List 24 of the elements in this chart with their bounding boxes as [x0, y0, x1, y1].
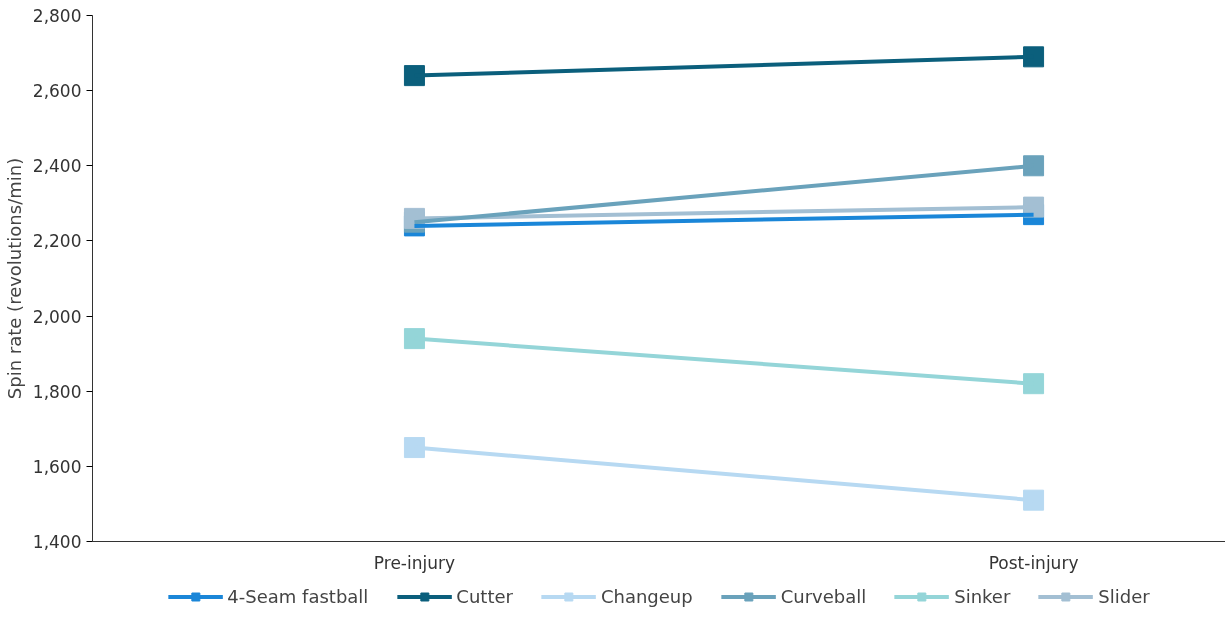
y-tick-label: 1,800 [32, 381, 82, 402]
point [403, 437, 425, 459]
point [1023, 373, 1045, 395]
legend-label: Curveball [780, 585, 867, 607]
y-axis-title: Spin rate (revolutions/min) [3, 157, 25, 400]
legend-label: 4-Seam fastball [227, 585, 369, 607]
point [1023, 489, 1045, 511]
legend-label: Slider [1098, 585, 1150, 607]
y-tick-label: 2,800 [32, 6, 82, 26]
y-tick-label: 2,200 [32, 231, 82, 252]
legend-label: Changeup [600, 585, 693, 607]
x-tick-label: Pre-injury [373, 552, 456, 573]
legend-label: Sinker [954, 585, 1011, 607]
y-tick-label: 1,400 [32, 532, 82, 552]
y-tick-label: 2,600 [32, 81, 82, 102]
y-tick-label: 2,400 [32, 156, 82, 177]
point [1023, 46, 1045, 68]
y-tick-label: 2,000 [32, 306, 82, 327]
point [403, 328, 425, 350]
legend-label: Cutter [456, 585, 513, 607]
x-tick-label: Post-injury [988, 552, 1079, 573]
point [403, 65, 425, 87]
y-tick-label: 1,600 [32, 456, 82, 477]
point [1023, 155, 1045, 177]
